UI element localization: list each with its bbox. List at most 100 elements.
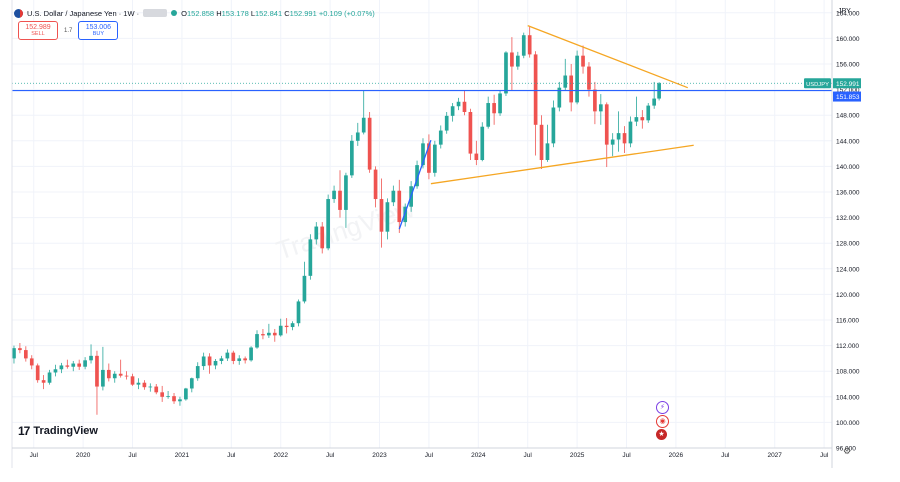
candle: [35, 363, 40, 383]
change-value: +0.109 (+0.07%): [318, 8, 375, 18]
candle-body: [296, 301, 301, 324]
candle-body: [622, 133, 627, 144]
candle-body: [326, 199, 330, 249]
candle: [18, 343, 22, 354]
spread-value: 1.7: [64, 27, 73, 34]
candle: [427, 134, 431, 180]
candle: [539, 115, 544, 169]
lightning-icon[interactable]: ⚡: [656, 401, 669, 414]
candle: [195, 362, 200, 381]
candle: [598, 94, 603, 125]
candle-body: [332, 190, 336, 200]
candle-body: [498, 93, 502, 114]
last-price-label-bg: [833, 78, 861, 89]
time-tick-label: Jul: [128, 452, 137, 459]
tradingview-logo-icon: 17: [18, 424, 30, 438]
candle-body: [130, 376, 135, 385]
chart-header: U.S. Dollar / Japanese Yen · 1W · O152.8…: [14, 6, 375, 20]
candle: [320, 222, 325, 254]
candle: [12, 345, 16, 364]
left-margin: [0, 0, 12, 482]
candle-body: [41, 380, 46, 383]
time-tick-label: 2022: [273, 452, 288, 459]
gear-icon[interactable]: ⚙: [843, 446, 852, 456]
time-tick-label: Jul: [721, 452, 730, 459]
candle-body: [480, 126, 485, 160]
candle-body: [551, 107, 556, 144]
price-tick-label: 116.000: [836, 318, 859, 325]
candle-body: [272, 332, 277, 336]
candle: [397, 179, 402, 233]
price-tick-label: 96.000: [836, 446, 856, 453]
candle: [355, 122, 360, 146]
candle-body: [350, 140, 354, 176]
target-icon[interactable]: ◉: [656, 415, 669, 428]
candle: [231, 350, 236, 365]
candle-body: [598, 104, 603, 112]
candle: [450, 103, 455, 122]
candle: [521, 32, 526, 59]
candle: [178, 396, 182, 406]
price-tick-label: 164.000: [836, 10, 860, 17]
trade-buttons: 152.989 SELL 1.7 153.006 BUY: [18, 21, 119, 40]
buy-button[interactable]: 153.006 BUY: [78, 21, 119, 40]
price-tick-label: 156.000: [836, 62, 860, 69]
candle: [415, 160, 419, 189]
candle: [587, 62, 591, 97]
candle: [172, 392, 176, 404]
candle: [474, 140, 479, 166]
candle-body: [166, 396, 170, 397]
candle-body: [213, 360, 218, 366]
candle: [545, 124, 550, 162]
candle: [403, 203, 408, 227]
candle: [89, 344, 93, 364]
price-tick-label: 152.000: [836, 87, 860, 94]
candle: [101, 346, 105, 391]
obscured-exchange: [143, 9, 168, 17]
tradingview-logo[interactable]: 17 TradingView: [18, 424, 98, 438]
chart-grid: [12, 0, 832, 449]
candle-body: [47, 372, 52, 383]
candle: [361, 90, 366, 135]
candle: [563, 58, 568, 91]
drawing-layer: [12, 24, 832, 230]
price-tick-label: 108.000: [836, 369, 860, 376]
candle-body: [510, 52, 514, 67]
candle-body: [646, 105, 651, 121]
candle: [142, 380, 147, 390]
candle: [189, 377, 194, 393]
time-tick-label: Jul: [820, 452, 829, 459]
hline-price-label: 151.853: [836, 94, 860, 101]
symbol-tag-bg: [804, 78, 831, 89]
candle: [367, 112, 372, 173]
candle: [646, 103, 651, 123]
candle: [527, 25, 532, 58]
candle: [225, 349, 230, 361]
price-tick-label: 132.000: [836, 215, 860, 222]
candle: [130, 373, 135, 386]
sell-button[interactable]: 152.989 SELL: [18, 21, 58, 40]
us-flag-icon[interactable]: ★: [656, 429, 667, 440]
symbol-title[interactable]: U.S. Dollar / Japanese Yen · 1W ·: [27, 8, 140, 18]
brand-name: TradingView: [33, 425, 98, 437]
candle: [391, 185, 396, 207]
candle-body: [314, 226, 319, 240]
candle-body: [77, 363, 82, 367]
candle: [308, 234, 313, 280]
time-tick-label: 2026: [669, 452, 684, 459]
candle-body: [367, 117, 372, 170]
candle: [219, 355, 224, 365]
candle: [438, 125, 443, 149]
candle-body: [604, 104, 609, 145]
candle-body: [231, 352, 236, 361]
candle-body: [89, 355, 93, 361]
candle-body: [379, 199, 384, 232]
candle: [261, 328, 265, 340]
candle-body: [539, 124, 544, 160]
candle-body: [385, 202, 390, 232]
candle: [243, 356, 247, 364]
candle-body: [628, 121, 633, 144]
candle: [106, 363, 111, 382]
candle-body: [290, 323, 295, 328]
